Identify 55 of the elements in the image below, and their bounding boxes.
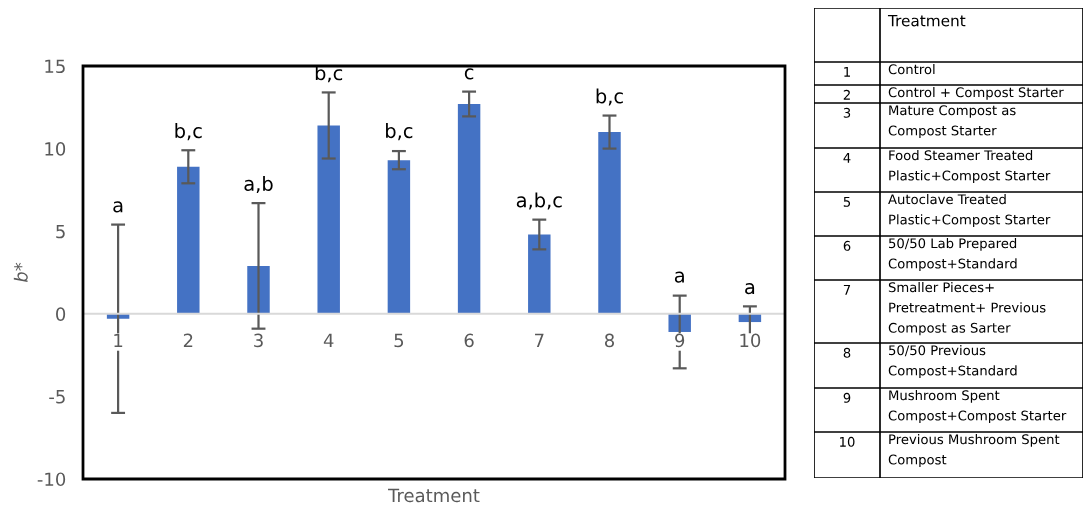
category-label: 7 xyxy=(843,285,851,295)
category-label: 5 xyxy=(843,197,851,207)
text: Control xyxy=(888,64,935,75)
category-label: 10 xyxy=(840,436,855,447)
annotation: a,b,c xyxy=(516,192,562,210)
text: Autoclave Treated Plastic+Compost Starter xyxy=(888,194,1051,228)
annotation: b,c xyxy=(175,123,202,141)
y-tick-label: -10 xyxy=(37,472,66,487)
x-axis-title: Treatment xyxy=(388,488,480,503)
bar xyxy=(317,125,340,314)
annotation: c xyxy=(464,68,474,80)
category-label: 1 xyxy=(844,67,850,77)
category-label: 8 xyxy=(843,347,851,358)
text: Mushroom Spent Compost+Compost Starter xyxy=(888,390,1067,424)
y-tick-label: 10 xyxy=(45,142,66,156)
text: Smaller Pieces+ Pretreatment+ Previous Compost as Sarter xyxy=(888,282,1046,336)
y-tick-label: 5 xyxy=(56,224,65,239)
y-axis-title: b* xyxy=(13,262,28,283)
text: Treatment xyxy=(887,15,966,27)
category-label: 9 xyxy=(843,392,851,403)
category-label: 2 xyxy=(843,89,850,100)
text: Control + Compost Starter xyxy=(888,87,1064,100)
text: 50/50 Lab Prepared Compost+Standard xyxy=(888,238,1017,272)
x-tick-label: 3 xyxy=(254,333,263,348)
annotation: b,c xyxy=(315,65,343,83)
text: Mature Compost as Compost Starter xyxy=(888,105,1016,139)
y-tick-label: -5 xyxy=(49,390,65,404)
category-label: 6 xyxy=(843,240,851,251)
x-tick-label: 9 xyxy=(675,333,685,348)
bar xyxy=(177,166,200,314)
text: 50/50 Previous Compost+Standard xyxy=(888,345,1017,379)
annotation: a xyxy=(745,283,755,295)
x-tick-label: 2 xyxy=(183,333,193,347)
x-tick-label: 8 xyxy=(604,333,615,348)
x-tick-label: 6 xyxy=(464,333,474,348)
category-label: 3 xyxy=(843,107,851,118)
x-tick-label: 1 xyxy=(114,333,123,347)
x-tick-label: 10 xyxy=(740,333,761,348)
annotation: a,b xyxy=(244,175,273,193)
x-tick-label: 5 xyxy=(394,333,404,348)
y-tick-label: 15 xyxy=(45,59,65,74)
category-label: 4 xyxy=(843,153,851,163)
bar xyxy=(528,234,551,314)
annotation: a xyxy=(674,271,684,283)
text: Food Steamer Treated Plastic+Compost Starter xyxy=(889,150,1051,184)
y-tick-label: 0 xyxy=(56,307,66,321)
text: Previous Mushroom Spent Compost xyxy=(888,434,1060,468)
x-tick-label: 4 xyxy=(323,333,334,347)
bar xyxy=(387,160,411,314)
bar xyxy=(598,132,621,314)
annotation: b,c xyxy=(386,123,413,141)
bar xyxy=(457,104,481,314)
annotation: a xyxy=(113,201,123,213)
annotation: b,c xyxy=(596,88,623,106)
x-tick-label: 7 xyxy=(535,333,544,347)
